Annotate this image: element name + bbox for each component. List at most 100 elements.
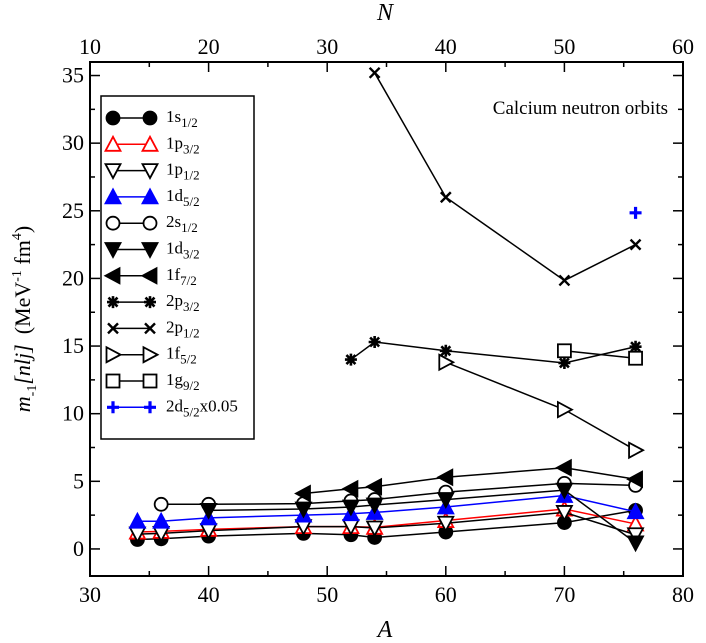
legend-marker: [142, 373, 158, 389]
data-point: [626, 470, 643, 489]
y-title-sub: -1: [25, 385, 40, 397]
legend-label-name: 2p: [166, 291, 183, 310]
data-point: [294, 501, 313, 519]
series-1f5-2: [438, 353, 645, 460]
y-tick-label: 35: [62, 63, 84, 88]
data-point: [439, 191, 452, 204]
legend-marker: [142, 215, 158, 231]
y-tick-label: 5: [73, 468, 84, 493]
legend-label-sub: 5/2: [180, 352, 197, 367]
legend-entry: 1d5/2: [103, 186, 200, 209]
x-top-tick-label: 30: [316, 34, 338, 59]
y-tick-label: 30: [62, 130, 84, 155]
y-axis-title: m-1[nlj](MeV-1 fm4): [10, 226, 40, 412]
top-axis-title: N: [376, 0, 395, 26]
data-point: [626, 535, 645, 553]
series-1d3-2: [199, 482, 645, 553]
legend-label-sub: 3/2: [183, 141, 200, 156]
x-top-tick-label: 50: [553, 34, 575, 59]
legend-label-sub: 1/2: [181, 220, 198, 235]
y-title-bracket: [nlj]: [10, 344, 35, 384]
legend-box: [100, 95, 255, 440]
legend-label: 1f5/2: [166, 344, 197, 367]
data-point: [628, 441, 645, 460]
legend-label-name: 1s: [166, 107, 181, 126]
data-point: [128, 511, 147, 529]
legend-entry: 1p3/2: [103, 133, 200, 156]
data-point: [341, 499, 360, 517]
series-2p1-2: [368, 66, 642, 287]
legend-marker: [103, 187, 123, 205]
legend-label-suffix: x0.05: [200, 396, 238, 415]
x-bottom-tick-label: 80: [672, 582, 694, 607]
data-point: [341, 479, 359, 498]
legend-marker: [144, 401, 156, 414]
series-1p1-2: [128, 505, 645, 545]
legend-label: 1d3/2: [166, 239, 200, 262]
legend-entry: 1f7/2: [103, 265, 197, 288]
data-point: [557, 343, 572, 359]
legend-entry: 2p1/2: [107, 317, 200, 340]
legend-entry: 1g9/2: [105, 370, 200, 393]
legend-entry: 1f5/2: [105, 344, 197, 367]
legend-label-sub: 1/2: [183, 168, 200, 183]
legend-label-sub: 3/2: [183, 247, 200, 262]
legend-marker: [107, 401, 119, 414]
series-1g9-2: [557, 343, 643, 366]
y-tick-label: 0: [73, 536, 84, 561]
legend-marker: [107, 296, 119, 309]
legend-marker: [140, 242, 160, 259]
legend-label: 1s1/2: [166, 107, 198, 130]
x-top-tick-label: 60: [672, 34, 694, 59]
data-point: [199, 502, 218, 520]
legend-label: 1p1/2: [166, 160, 200, 183]
legend-label: 1p3/2: [166, 133, 200, 156]
y-tick-label: 10: [62, 401, 84, 426]
legend-label: 1d5/2: [166, 186, 200, 209]
legend-label-name: 1g: [166, 370, 184, 389]
y-title-close: ): [10, 226, 35, 233]
data-point: [153, 496, 169, 512]
legend-label: 2p1/2: [166, 317, 200, 340]
y-title-m: m: [10, 396, 35, 412]
legend-marker: [103, 134, 123, 152]
data-point: [558, 274, 571, 287]
series-2p3-2: [344, 335, 642, 369]
data-point: [436, 492, 455, 509]
data-point: [365, 497, 384, 515]
data-point: [555, 482, 574, 500]
legend-label: 2p3/2: [166, 291, 200, 314]
legend-label-name: 2s: [166, 212, 181, 231]
legend-label-sub: 1/2: [181, 115, 198, 130]
legend-label-name: 1f: [166, 344, 181, 363]
data-point: [554, 458, 572, 477]
bottom-axis-title: A: [376, 617, 393, 643]
data-point: [294, 484, 311, 503]
legend-marker: [144, 322, 156, 335]
legend-label-name: 2d: [166, 396, 184, 415]
data-point: [438, 353, 456, 372]
legend-label-name: 1f: [166, 265, 181, 284]
legend-entry: 1d3/2: [103, 239, 200, 262]
series-line: [564, 350, 636, 359]
legend-entry: 2d5/2x0.05: [107, 396, 238, 419]
data-point: [344, 353, 357, 366]
data-point: [629, 238, 642, 251]
legend-label: 2d5/2x0.05: [166, 396, 238, 419]
legend-marker: [103, 242, 123, 259]
x-top-tick-label: 40: [435, 34, 457, 59]
data-point: [628, 350, 643, 366]
legend-label-sub: 3/2: [183, 299, 200, 314]
y-title-fm-sup: 4: [10, 233, 25, 240]
y-title-units: (MeV: [10, 282, 35, 335]
legend-marker: [142, 345, 160, 364]
legend-marker: [107, 322, 119, 335]
legend-entry: 1s1/2: [105, 107, 198, 130]
legend-label-name: 1d: [166, 239, 184, 258]
legend-marker: [140, 163, 160, 181]
chart-annotation: Calcium neutron orbits: [493, 98, 668, 119]
legend-marker: [103, 266, 121, 285]
legend-entry: 2p3/2: [107, 291, 200, 314]
series-1f7-2: [294, 458, 643, 503]
